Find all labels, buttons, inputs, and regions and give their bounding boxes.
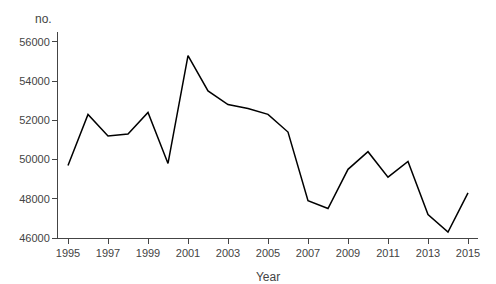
svg-text:2007: 2007	[296, 247, 320, 259]
svg-text:56000: 56000	[19, 36, 50, 48]
svg-text:2013: 2013	[416, 247, 440, 259]
svg-text:54000: 54000	[19, 75, 50, 87]
svg-text:2005: 2005	[256, 247, 280, 259]
svg-text:2011: 2011	[376, 247, 400, 259]
svg-text:50000: 50000	[19, 153, 50, 165]
svg-text:2015: 2015	[456, 247, 480, 259]
svg-text:1999: 1999	[136, 247, 160, 259]
svg-text:no.: no.	[35, 12, 52, 26]
svg-text:1995: 1995	[56, 247, 80, 259]
svg-text:2003: 2003	[216, 247, 240, 259]
svg-text:2009: 2009	[336, 247, 360, 259]
svg-text:Year: Year	[256, 270, 280, 284]
svg-text:2001: 2001	[176, 247, 200, 259]
svg-text:52000: 52000	[19, 114, 50, 126]
svg-text:48000: 48000	[19, 193, 50, 205]
svg-text:46000: 46000	[19, 232, 50, 244]
svg-text:1997: 1997	[96, 247, 120, 259]
